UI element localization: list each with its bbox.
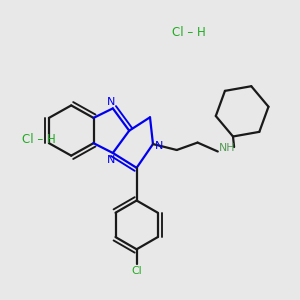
Text: NH: NH (218, 143, 235, 153)
Text: Cl – H: Cl – H (172, 26, 206, 39)
Text: Cl – H: Cl – H (22, 133, 56, 146)
Text: N: N (155, 140, 164, 151)
Text: N: N (107, 154, 116, 164)
Text: Cl: Cl (131, 266, 142, 276)
Text: N: N (107, 98, 116, 107)
